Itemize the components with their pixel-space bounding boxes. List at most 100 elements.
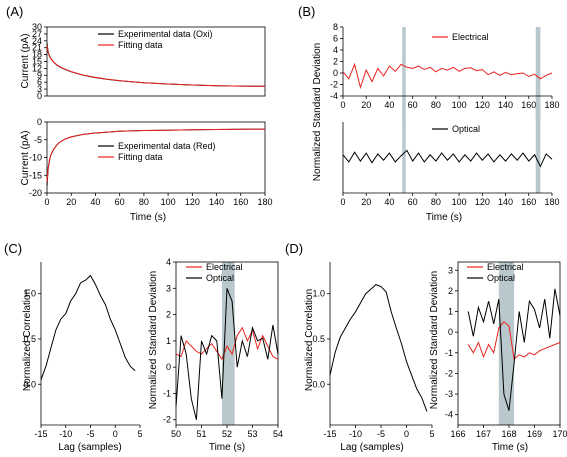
x-tick-label-d-right-0: 166 (450, 429, 465, 439)
x-tick-label-d-right-2: 168 (501, 429, 516, 439)
y-tick-label-c-right-2: 0 (166, 362, 171, 372)
legend-label-a-bottom-0: Experimental data (Red) (118, 141, 216, 151)
x-tick-label-b-top-0: 0 (340, 100, 345, 110)
y-tick-label-a-top-0: 0 (37, 91, 42, 101)
y-tick-label-d-right-6: 2 (448, 286, 453, 296)
series-line-b-top-0 (342, 62, 553, 90)
y-tick-label-c-right-5: 3 (166, 283, 171, 293)
x-tick-label-b-top-9: 180 (544, 100, 559, 110)
y-tick-label-a-top-1: 3 (37, 84, 42, 94)
x-tick-label-a-bottom-7: 140 (209, 197, 224, 207)
y-tick-label-d-left-0: 0.0 (312, 379, 325, 389)
y-tick-label-a-bottom-3: -5 (34, 135, 42, 145)
x-tick-label-b-bottom-1: 20 (361, 197, 371, 207)
highlight-band-b-top-0 (402, 27, 406, 121)
legend-label-a-top-1: Fitting data (118, 40, 163, 50)
y-tick-label-c-left-2: 1.0 (23, 289, 36, 299)
y-tick-label-a-top-2: 6 (37, 77, 42, 87)
x-tick-label-c-left-4: 5 (137, 429, 142, 439)
x-tick-label-c-left-0: -15 (34, 429, 47, 439)
panel-a-bottom-ylabel: Current (pA) (20, 130, 31, 185)
x-tick-label-d-left-1: -10 (349, 429, 362, 439)
y-tick-label-c-right-0: -2 (163, 415, 171, 425)
x-tick-label-a-bottom-8: 160 (233, 197, 248, 207)
panel-label-a: (A) (6, 4, 23, 19)
legend-label-c-right-1: Optical (206, 273, 234, 283)
x-tick-label-d-right-4: 170 (552, 429, 567, 439)
x-tick-label-a-bottom-5: 100 (161, 197, 176, 207)
y-tick-label-c-right-4: 2 (166, 310, 171, 320)
y-tick-label-d-right-7: 3 (448, 265, 453, 275)
panel-c-left-ylabel: Normalized Correlation (22, 289, 33, 391)
x-tick-label-b-bottom-6: 120 (475, 197, 490, 207)
y-tick-label-d-left-1: 0.5 (312, 334, 325, 344)
panel-c-right-xlabel: Time (s) (209, 442, 245, 453)
y-tick-label-a-top-3: 9 (37, 70, 42, 80)
x-tick-label-b-top-4: 80 (431, 100, 441, 110)
y-tick-label-b-top-0: -4 (330, 91, 338, 101)
series-line-c-right-0 (175, 326, 279, 361)
x-tick-label-c-right-2: 52 (222, 429, 232, 439)
x-tick-label-a-bottom-9: 180 (257, 197, 272, 207)
legend-label-d-right-0: Electrical (487, 262, 524, 272)
y-tick-label-a-bottom-4: 0 (37, 117, 42, 127)
x-tick-label-b-top-5: 100 (452, 100, 467, 110)
x-tick-label-b-bottom-3: 60 (408, 197, 418, 207)
series-line-d-left-0 (329, 284, 428, 412)
x-tick-label-b-top-8: 160 (521, 100, 536, 110)
panel-b-ylabel: Normalized Standard Deviation (312, 43, 323, 181)
y-tick-label-a-top-8: 24 (32, 36, 42, 46)
panel-b-xlabel: Time (s) (426, 212, 462, 223)
series-line-b-bottom-0 (342, 149, 553, 168)
panel-d-right-ylabel: Normalized Standard Deviation (429, 271, 440, 409)
y-tick-label-c-right-6: 4 (166, 257, 171, 267)
y-tick-label-a-top-4: 12 (32, 63, 42, 73)
x-tick-label-b-top-2: 40 (384, 100, 394, 110)
x-tick-label-b-top-3: 60 (408, 100, 418, 110)
x-tick-label-a-bottom-4: 80 (139, 197, 149, 207)
x-tick-label-b-bottom-4: 80 (431, 197, 441, 207)
x-tick-label-b-bottom-8: 160 (521, 197, 536, 207)
x-tick-label-c-left-2: -5 (86, 429, 94, 439)
highlight-band-b-bottom-0 (402, 97, 406, 193)
legend-label-a-bottom-1: Fitting data (118, 152, 163, 162)
x-tick-label-a-bottom-6: 120 (185, 197, 200, 207)
y-tick-label-c-left-1: 0.5 (23, 334, 36, 344)
y-tick-label-b-top-1: -2 (330, 80, 338, 90)
x-tick-label-b-bottom-5: 100 (452, 197, 467, 207)
x-tick-label-b-top-1: 20 (361, 100, 371, 110)
x-tick-label-d-right-1: 167 (476, 429, 491, 439)
panel-a-top-ylabel: Current (pA) (20, 33, 31, 88)
y-tick-label-d-right-3: -1 (445, 348, 453, 358)
panel-d-left-ylabel: Normalized Correlation (304, 289, 315, 391)
x-tick-label-c-right-0: 50 (171, 429, 181, 439)
y-tick-label-d-right-1: -3 (445, 389, 453, 399)
x-tick-label-c-left-3: 0 (113, 429, 118, 439)
x-tick-label-d-left-3: 0 (404, 429, 409, 439)
y-tick-label-b-top-6: 8 (333, 22, 338, 32)
x-tick-label-b-bottom-9: 180 (544, 197, 559, 207)
y-tick-label-b-top-3: 2 (333, 57, 338, 67)
y-tick-label-c-left-0: 0.0 (23, 379, 36, 389)
y-tick-label-d-left-2: 1.0 (312, 289, 325, 299)
x-tick-label-d-left-2: -5 (377, 429, 385, 439)
y-tick-label-a-top-10: 30 (32, 22, 42, 32)
x-tick-label-d-left-0: -15 (323, 429, 336, 439)
panel-d-left-xlabel: Lag (samples) (340, 442, 403, 453)
x-tick-label-c-left-1: -10 (59, 429, 72, 439)
x-tick-label-c-right-1: 51 (196, 429, 206, 439)
series-line-c-left-0 (40, 274, 136, 380)
y-tick-label-d-right-5: 1 (448, 307, 453, 317)
panel-c-left-xlabel: Lag (samples) (58, 442, 121, 453)
legend-label-b-bottom-0: Optical (452, 124, 480, 134)
panel-label-b: (B) (298, 4, 315, 19)
x-tick-label-a-bottom-0: 0 (44, 197, 49, 207)
y-tick-label-c-right-3: 1 (166, 336, 171, 346)
y-tick-label-a-bottom-2: -10 (29, 153, 42, 163)
panel-d-right-xlabel: Time (s) (492, 442, 528, 453)
panel-label-c: (C) (4, 241, 22, 256)
y-tick-label-d-right-4: 0 (448, 327, 453, 337)
x-tick-label-a-bottom-3: 60 (115, 197, 125, 207)
legend-label-c-right-0: Electrical (206, 262, 243, 272)
